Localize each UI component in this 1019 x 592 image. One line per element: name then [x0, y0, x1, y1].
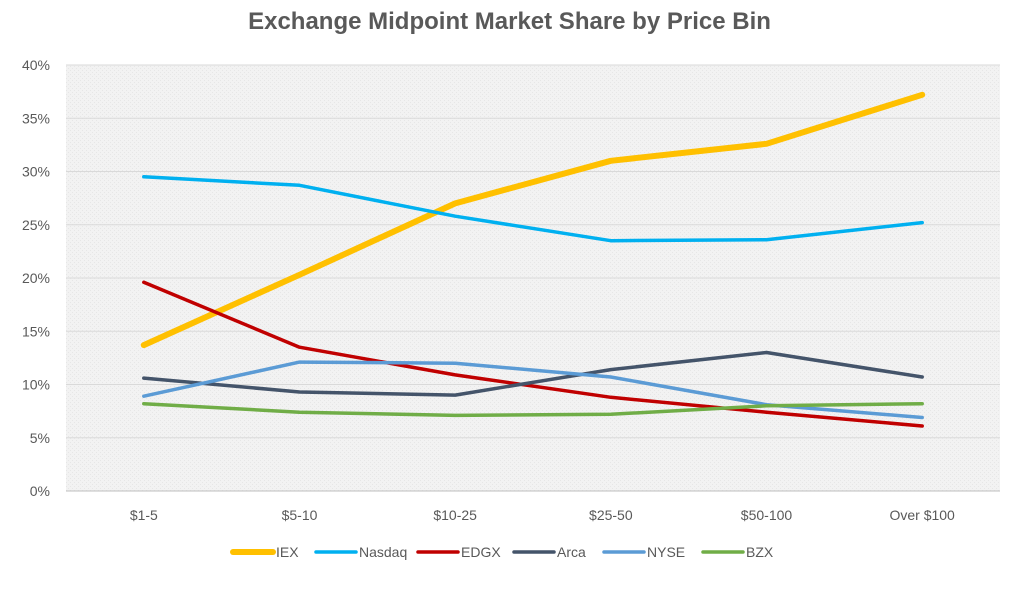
series-line-bzx [142, 401, 924, 418]
y-tick-label: 0% [30, 483, 50, 499]
series-lines [140, 91, 926, 428]
series-line-iex [140, 91, 926, 349]
legend-label-bzx: BZX [746, 544, 774, 560]
series-line-edgx [142, 280, 924, 428]
y-axis: 0% 5% 10% 15% 20% 25% 30% 35% 40% [22, 57, 50, 499]
y-tick-label: 30% [22, 164, 50, 180]
x-axis: $1-5 $5-10 $10-25 $25-50 $50-100 Over $100 [130, 507, 955, 523]
chart-title: Exchange Midpoint Market Share by Price … [248, 8, 771, 35]
series-line-arca [142, 350, 924, 397]
x-tick-label: $25-50 [589, 507, 633, 523]
x-tick-label: Over $100 [889, 507, 955, 523]
y-tick-label: 15% [22, 323, 50, 339]
y-tick-label: 40% [22, 57, 50, 73]
legend: IEX Nasdaq EDGX Arca NYSE BZX [230, 544, 774, 560]
legend-label-nasdaq: Nasdaq [359, 544, 407, 560]
y-tick-label: 10% [22, 377, 50, 393]
x-tick-label: $1-5 [130, 507, 158, 523]
legend-label-nyse: NYSE [647, 544, 685, 560]
y-tick-label: 20% [22, 270, 50, 286]
y-tick-label: 35% [22, 110, 50, 126]
legend-label-iex: IEX [276, 544, 299, 560]
legend-label-edgx: EDGX [461, 544, 501, 560]
legend-label-arca: Arca [557, 544, 586, 560]
y-tick-label: 25% [22, 217, 50, 233]
series-line-nasdaq [142, 175, 924, 243]
y-tick-label: 5% [30, 430, 50, 446]
x-tick-label: $10-25 [433, 507, 477, 523]
x-tick-label: $5-10 [282, 507, 318, 523]
x-tick-label: $50-100 [741, 507, 793, 523]
